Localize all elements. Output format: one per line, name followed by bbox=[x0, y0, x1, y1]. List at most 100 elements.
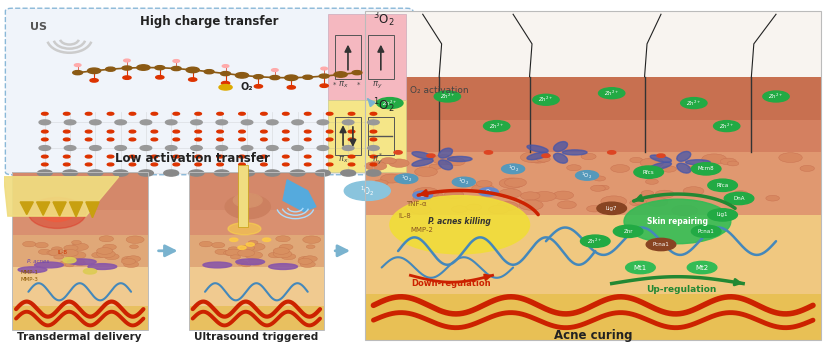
Ellipse shape bbox=[412, 159, 433, 166]
Ellipse shape bbox=[412, 152, 433, 159]
Circle shape bbox=[708, 209, 738, 221]
Circle shape bbox=[188, 78, 197, 81]
Bar bbox=[365, 77, 821, 119]
Circle shape bbox=[89, 120, 101, 125]
Circle shape bbox=[64, 120, 76, 125]
Bar bbox=[238, 165, 248, 227]
Circle shape bbox=[352, 71, 362, 75]
Circle shape bbox=[97, 248, 113, 254]
Circle shape bbox=[165, 120, 177, 125]
Circle shape bbox=[681, 98, 707, 109]
Circle shape bbox=[151, 138, 158, 141]
Polygon shape bbox=[20, 202, 33, 215]
Circle shape bbox=[368, 120, 379, 125]
Circle shape bbox=[282, 155, 289, 158]
Bar bbox=[188, 267, 324, 306]
Circle shape bbox=[64, 130, 70, 133]
Circle shape bbox=[519, 200, 544, 210]
Text: O₂: O₂ bbox=[486, 189, 491, 194]
Circle shape bbox=[104, 254, 119, 260]
Circle shape bbox=[483, 121, 510, 131]
Circle shape bbox=[520, 152, 546, 163]
Bar bbox=[12, 172, 148, 330]
Circle shape bbox=[377, 98, 403, 109]
Circle shape bbox=[429, 164, 442, 169]
Circle shape bbox=[303, 75, 313, 79]
Polygon shape bbox=[36, 202, 50, 215]
Circle shape bbox=[216, 130, 223, 133]
Text: $^1$O$_2$: $^1$O$_2$ bbox=[401, 174, 412, 184]
Circle shape bbox=[634, 200, 647, 205]
Circle shape bbox=[74, 261, 86, 266]
Circle shape bbox=[107, 130, 114, 133]
Circle shape bbox=[634, 166, 663, 178]
Circle shape bbox=[41, 155, 48, 158]
Circle shape bbox=[261, 112, 267, 115]
Circle shape bbox=[263, 238, 271, 241]
Circle shape bbox=[505, 178, 526, 187]
Circle shape bbox=[241, 263, 251, 267]
Text: $\pi_x$: $\pi_x$ bbox=[338, 155, 349, 165]
Circle shape bbox=[186, 67, 199, 73]
Circle shape bbox=[130, 245, 139, 248]
Circle shape bbox=[365, 161, 387, 171]
Bar bbox=[12, 172, 148, 210]
Ellipse shape bbox=[225, 195, 270, 219]
Circle shape bbox=[248, 240, 258, 245]
Ellipse shape bbox=[88, 264, 116, 269]
Circle shape bbox=[290, 170, 305, 176]
Bar bbox=[188, 172, 324, 210]
Circle shape bbox=[63, 170, 78, 176]
Circle shape bbox=[581, 153, 596, 160]
Circle shape bbox=[368, 146, 379, 150]
Circle shape bbox=[249, 259, 261, 264]
Circle shape bbox=[236, 261, 248, 266]
Circle shape bbox=[195, 138, 202, 141]
Text: Pcna1: Pcna1 bbox=[653, 242, 669, 247]
Text: $Zn^{2+}$: $Zn^{2+}$ bbox=[587, 237, 603, 246]
Bar bbox=[12, 306, 148, 330]
Circle shape bbox=[453, 177, 475, 187]
Circle shape bbox=[415, 167, 438, 176]
Circle shape bbox=[173, 130, 179, 133]
Bar bbox=[188, 235, 324, 267]
Ellipse shape bbox=[203, 262, 232, 268]
Circle shape bbox=[370, 155, 377, 158]
Text: $Zn^{2+}$: $Zn^{2+}$ bbox=[686, 98, 702, 108]
Circle shape bbox=[173, 155, 179, 158]
Ellipse shape bbox=[28, 197, 86, 228]
Bar bbox=[365, 152, 821, 215]
Circle shape bbox=[72, 240, 81, 245]
Circle shape bbox=[614, 225, 643, 237]
Circle shape bbox=[261, 138, 267, 141]
Ellipse shape bbox=[234, 194, 262, 207]
Circle shape bbox=[85, 112, 92, 115]
Circle shape bbox=[282, 112, 289, 115]
Circle shape bbox=[38, 249, 51, 255]
Polygon shape bbox=[86, 202, 99, 218]
Circle shape bbox=[254, 85, 263, 88]
Circle shape bbox=[305, 112, 311, 115]
Circle shape bbox=[366, 170, 381, 176]
Text: Up-regulation: Up-regulation bbox=[646, 285, 717, 294]
Text: Transdermal delivery: Transdermal delivery bbox=[17, 332, 142, 342]
Circle shape bbox=[216, 120, 227, 125]
Text: $\pi_y$: $\pi_y$ bbox=[373, 80, 382, 91]
Circle shape bbox=[608, 151, 616, 154]
Text: $^1$O$_2$: $^1$O$_2$ bbox=[373, 96, 395, 115]
Bar bbox=[188, 172, 324, 330]
Text: DnA: DnA bbox=[733, 196, 745, 201]
Circle shape bbox=[326, 155, 333, 158]
Circle shape bbox=[298, 258, 312, 265]
Circle shape bbox=[655, 190, 674, 198]
Circle shape bbox=[496, 202, 518, 211]
Text: Znr: Znr bbox=[624, 229, 633, 234]
Circle shape bbox=[238, 249, 254, 257]
Ellipse shape bbox=[228, 223, 261, 235]
Circle shape bbox=[41, 138, 48, 141]
Circle shape bbox=[165, 146, 177, 150]
Circle shape bbox=[215, 170, 229, 176]
Circle shape bbox=[54, 255, 64, 259]
Circle shape bbox=[591, 185, 605, 191]
Polygon shape bbox=[69, 202, 83, 217]
